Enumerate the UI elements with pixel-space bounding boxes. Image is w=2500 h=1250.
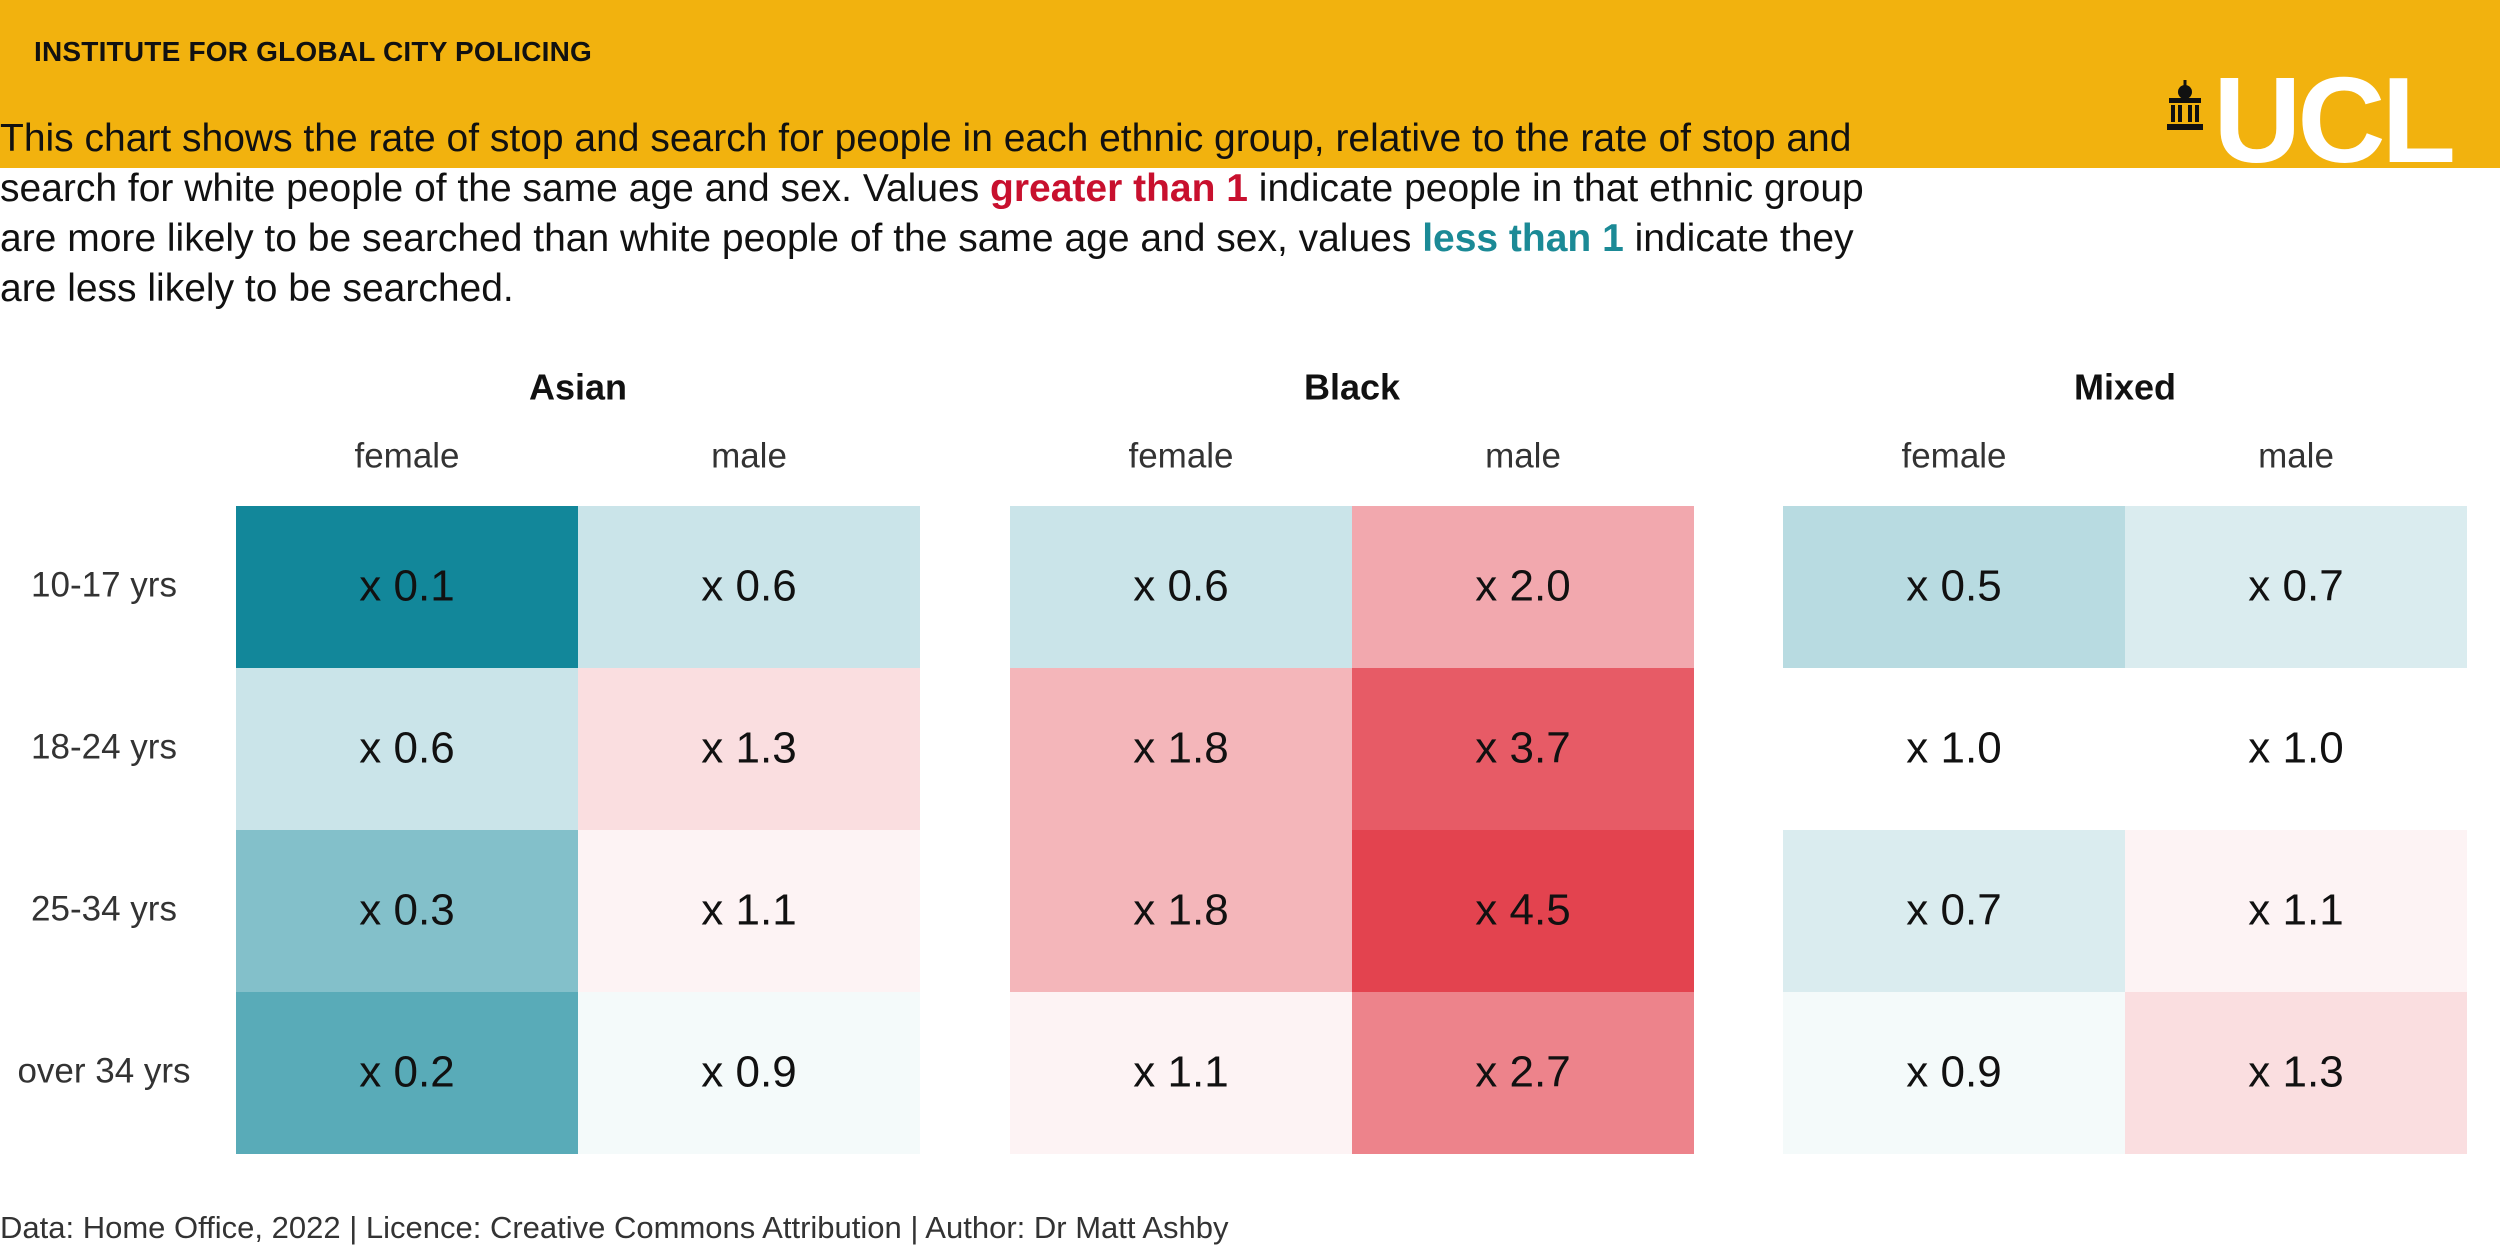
institute-name: INSTITUTE FOR GLOBAL CITY POLICING [34, 36, 592, 67]
cell-value-label: x 1.0 [1906, 724, 2001, 773]
cell-value-label: x 0.1 [359, 562, 454, 611]
cell-value-label: x 1.0 [2248, 724, 2343, 773]
cell-value-label: x 3.7 [1475, 724, 1570, 773]
row-label-over-34-yrs: over 34 yrs [17, 1051, 190, 1090]
cell-value-label: x 0.7 [2248, 562, 2343, 611]
cell-value-label: x 4.5 [1475, 886, 1570, 935]
heatmap-cell [1010, 992, 1352, 1154]
heatmap-chart: 10-17 yrs 18-24 yrs 25-34 yrs over 34 yrs As… [17, 367, 2467, 1154]
cell-value-label: x 0.6 [359, 724, 454, 773]
column-label-asian-female: female [354, 436, 459, 475]
cell-value-label: x 0.9 [1906, 1048, 2001, 1097]
column-label-black-male: male [1485, 436, 1561, 475]
cell-value-label: x 1.1 [701, 886, 796, 935]
heatmap-cell [578, 668, 920, 830]
group-label-asian: Asian [529, 367, 627, 408]
heatmap-cell [1352, 830, 1694, 992]
cell-value-label: x 0.3 [359, 886, 454, 935]
cell-value-label: x 1.3 [2248, 1048, 2343, 1097]
cell-value-label: x 0.5 [1906, 562, 2001, 611]
heatmap-cell [1783, 830, 2125, 992]
heatmap-cell [1010, 830, 1352, 992]
cell-value-label: x 0.7 [1906, 886, 2001, 935]
cell-value-label: x 1.8 [1133, 886, 1228, 935]
heatmap-cell [2125, 506, 2467, 668]
heatmap-cell [236, 668, 578, 830]
intro-part-3: indicate they are less likely to be sear… [0, 217, 1854, 310]
heatmap-cell [236, 830, 578, 992]
cell-value-label: x 0.6 [1133, 562, 1228, 611]
ucl-logo: UCL [2165, 52, 2456, 188]
heatmap-cell [1783, 668, 2125, 830]
cell-value-label: x 1.3 [701, 724, 796, 773]
cell-value-label: x 1.8 [1133, 724, 1228, 773]
column-label-mixed-male: male [2258, 436, 2334, 475]
heatmap-cell [236, 992, 578, 1154]
heatmap-cell [1010, 668, 1352, 830]
cell-value-label: x 0.9 [701, 1048, 796, 1097]
row-label-18-24-yrs: 18-24 yrs [31, 727, 177, 766]
heatmap-cell [1010, 506, 1352, 668]
cell-value-label: x 1.1 [2248, 886, 2343, 935]
heatmap-cell [1783, 992, 2125, 1154]
row-label-10-17-yrs: 10-17 yrs [31, 565, 177, 604]
logo-text: UCL [2213, 52, 2456, 188]
heatmap-cell [578, 506, 920, 668]
header-banner [0, 0, 2500, 168]
cell-value-label: x 0.2 [359, 1048, 454, 1097]
cell-value-label: x 1.1 [1133, 1048, 1228, 1097]
footer-credits: Data: Home Office, 2022 | Licence: Creat… [0, 1210, 1229, 1245]
heatmap-cell [1352, 506, 1694, 668]
group-label-black: Black [1304, 367, 1401, 408]
cell-value-label: x 2.7 [1475, 1048, 1570, 1097]
highlight-greater-than-1: greater than 1 [990, 167, 1248, 210]
heatmap-cell [1352, 992, 1694, 1154]
portico-building-icon [2167, 80, 2204, 130]
heatmap-cell [2125, 668, 2467, 830]
highlight-less-than-1: less than 1 [1422, 217, 1624, 260]
intro-part-2: indicate people in that ethnic group are… [0, 167, 1864, 260]
cell-value-label: x 0.6 [701, 562, 796, 611]
chart-description: This chart shows the rate of stop and se… [0, 114, 1900, 314]
column-label-black-female: female [1128, 436, 1233, 475]
row-label-25-34-yrs: 25-34 yrs [31, 889, 177, 928]
heatmap-cell [2125, 992, 2467, 1154]
cell-value-label: x 2.0 [1475, 562, 1570, 611]
heatmap-cell [1783, 506, 2125, 668]
heatmap-cell [2125, 830, 2467, 992]
group-label-mixed: Mixed [2074, 367, 2176, 408]
heatmap-cell [236, 506, 578, 668]
column-label-asian-male: male [711, 436, 787, 475]
heatmap-cell [578, 992, 920, 1154]
heatmap-cell [578, 830, 920, 992]
column-label-mixed-female: female [1901, 436, 2006, 475]
intro-part-1: This chart shows the rate of stop and se… [0, 117, 1852, 210]
heatmap-cell [1352, 668, 1694, 830]
